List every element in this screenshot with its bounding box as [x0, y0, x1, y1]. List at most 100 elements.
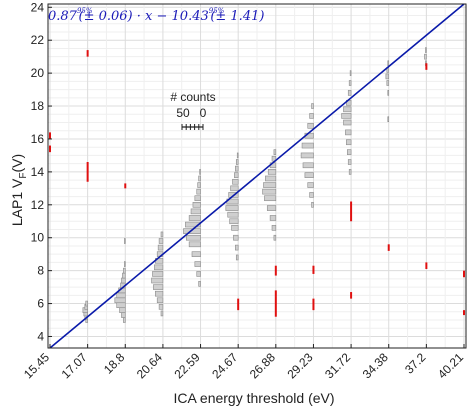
y-tick-label: 24 — [31, 0, 45, 14]
histogram-bin — [154, 264, 164, 271]
histogram-29.23 — [300, 103, 314, 208]
histogram-bin — [114, 297, 126, 304]
histogram-bin — [183, 228, 201, 234]
y-tick-label: 22 — [31, 33, 45, 47]
histogram-bin — [265, 175, 277, 182]
fit-intercept-err: (± 1.41) — [210, 9, 264, 24]
histogram-bin — [190, 208, 201, 215]
x-tick-label: 31.72 — [322, 350, 353, 381]
histogram-bin — [301, 142, 314, 149]
histogram-20.64 — [151, 231, 164, 317]
histogram-bin — [235, 165, 239, 172]
histogram-bin — [347, 159, 352, 165]
y-axis-title-unit: (V) — [9, 154, 25, 173]
histogram-bin — [309, 192, 314, 198]
histogram-bin — [194, 195, 201, 202]
histogram-bin — [152, 271, 164, 277]
histogram-bin — [304, 172, 314, 178]
histogram-bin — [232, 178, 239, 185]
x-tick-label: 34.38 — [360, 350, 391, 381]
histogram-bin — [262, 188, 277, 195]
histogram-22.59 — [183, 169, 201, 287]
histogram-bin — [311, 103, 314, 109]
histogram-bin — [341, 113, 352, 119]
x-tick-label: 40.21 — [435, 350, 466, 381]
histogram-26.88 — [262, 149, 277, 241]
x-tick-label: 29.23 — [284, 350, 315, 381]
histogram-bin — [309, 113, 314, 119]
x-axis-title: ICA energy threshold (eV) — [173, 390, 334, 406]
histogram-18.8 — [114, 238, 126, 323]
histogram-bin — [348, 169, 352, 175]
counts-legend: # counts 50 0 — [170, 90, 216, 130]
histogram-bin — [191, 251, 201, 257]
histogram-bin — [345, 129, 352, 136]
histogram-bin — [348, 80, 352, 86]
histogram-bin — [122, 272, 126, 279]
histogram-bin — [234, 172, 239, 178]
histogram-bin — [157, 244, 164, 251]
fit-line — [49, 3, 465, 349]
histogram-bin — [119, 307, 126, 313]
histograms — [82, 47, 427, 323]
histogram-bin — [387, 116, 390, 123]
histogram-bin — [273, 149, 277, 155]
fit-slope-sup: 95% — [77, 7, 93, 15]
histogram-bin — [300, 152, 314, 159]
histogram-37.2 — [424, 47, 427, 67]
y-tick-label: 6 — [37, 297, 44, 311]
histogram-bin — [123, 267, 126, 274]
histogram-bin — [116, 292, 126, 299]
histogram-bin — [271, 225, 277, 231]
histogram-bin — [343, 106, 352, 113]
histogram-bin — [198, 281, 201, 287]
y-axis-title: LAP1 VF(V) — [9, 154, 29, 226]
histogram-bin — [386, 80, 390, 86]
histogram-bin — [197, 182, 201, 188]
histogram-bin — [263, 182, 277, 188]
histogram-bin — [192, 202, 201, 208]
fit-label: 0.8795%(± 0.06) · x − 10.4395%(± 1.41) — [48, 7, 264, 24]
fit-slope: 0.87 — [48, 9, 78, 24]
histogram-bin — [188, 215, 201, 221]
histogram-31.72 — [341, 70, 352, 175]
histogram-bin — [387, 90, 390, 96]
histogram-bin — [273, 234, 277, 241]
x-tick-label: 37.2 — [402, 350, 429, 377]
histogram-bin — [235, 244, 239, 251]
y-tick-label: 4 — [37, 329, 44, 343]
y-tick-label: 16 — [31, 132, 45, 146]
histogram-bin — [227, 211, 239, 218]
y-axis-title-sub: F — [18, 173, 29, 179]
histogram-bin — [347, 90, 352, 96]
fit-intercept: · x − 10.43 — [133, 9, 209, 24]
histogram-bin — [188, 241, 201, 248]
x-tick-label: 15.45 — [21, 350, 52, 381]
x-tick-label: 20.64 — [134, 350, 165, 381]
histogram-bin — [196, 271, 201, 277]
x-tick-label: 18.8 — [101, 350, 128, 377]
counts-scale-bar — [181, 124, 204, 130]
fit-intercept-sup: 95% — [209, 7, 225, 15]
histogram-bin — [185, 234, 201, 241]
histogram-bin — [425, 47, 427, 53]
x-axis: 15.45 17.07 18.8 20.64 22.59 24.67 26.88 29.23 3… — [21, 344, 466, 381]
histogram-bin — [235, 254, 239, 261]
histogram-bin — [121, 277, 126, 284]
histogram-bin — [231, 225, 239, 231]
histogram-bin — [85, 300, 88, 307]
histogram-24.67 — [225, 152, 239, 261]
histogram-bin — [160, 231, 164, 238]
histogram-bin — [155, 290, 164, 297]
histogram-bin — [124, 238, 126, 244]
histogram-bin — [307, 182, 314, 188]
histogram-bin — [264, 195, 277, 202]
histogram-bin — [236, 152, 239, 159]
histogram-bin — [349, 70, 352, 76]
histogram-17.07 — [82, 300, 88, 323]
histogram-bin — [123, 317, 126, 323]
x-tick-label: 24.67 — [209, 350, 240, 381]
histogram-bin — [158, 238, 164, 244]
histogram-bin — [346, 149, 352, 155]
